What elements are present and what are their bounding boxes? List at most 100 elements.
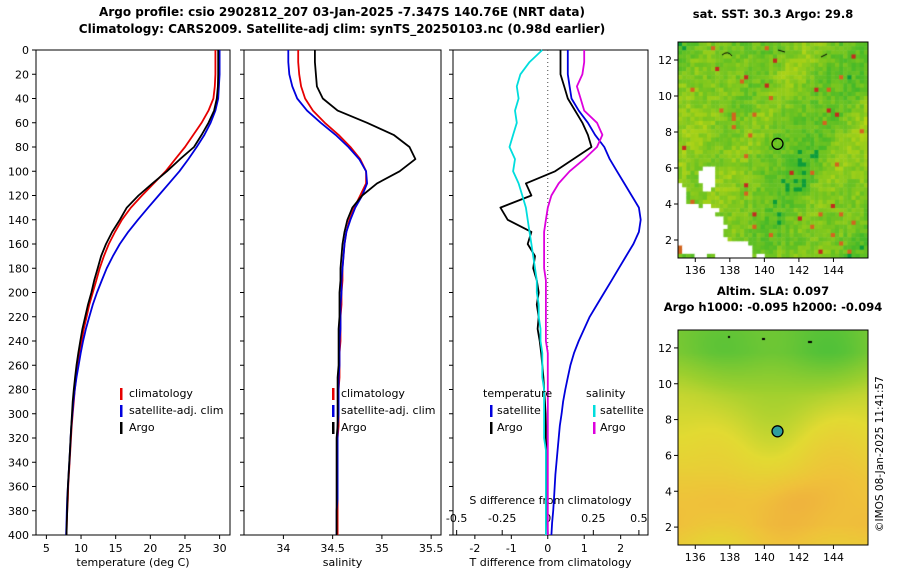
s-axis-label: S difference from climatology [469, 494, 632, 507]
panel-frame [243, 49, 442, 536]
depth-tick-label: 60 [15, 117, 29, 130]
depth-tick-label: 280 [8, 384, 29, 397]
x-tick-label: 5 [43, 542, 50, 555]
lat-tick-label: 8 [665, 414, 672, 427]
x-tick-label: 30 [213, 542, 227, 555]
x-tick-label: 34.5 [320, 542, 345, 555]
depth-tick-label: 120 [8, 190, 29, 203]
legend-label: climatology [341, 387, 405, 400]
legend-marker [120, 422, 123, 434]
depth-tick-label: 240 [8, 335, 29, 348]
sla-map-axes: 136 138 140 142 144 2 4 6 8 10 12 [658, 329, 869, 564]
main-title-line1: Argo profile: csio 2902812_207 03-Jan-20… [99, 5, 585, 19]
sla-map-float-marker [771, 425, 784, 438]
salinity-profile-argo-line [314, 50, 417, 535]
x-tick-label: 25 [178, 542, 192, 555]
lat-tick-label: 6 [665, 162, 672, 175]
sst-map-raster [678, 42, 868, 258]
imos-watermark: ©IMOS 08-Jan-2025 11:41:57 [874, 376, 886, 532]
legend-marker [490, 422, 493, 434]
lat-tick-label: 2 [665, 234, 672, 247]
lon-tick-label: 138 [719, 551, 740, 564]
lon-tick-label: 140 [754, 264, 775, 277]
legend-label: Argo [341, 421, 367, 434]
lon-tick-label: 144 [823, 551, 844, 564]
depth-tick-label: 180 [8, 262, 29, 275]
lat-tick-label: 4 [665, 485, 672, 498]
depth-tick-label: 400 [8, 529, 29, 542]
x-tick-label: 1 [581, 542, 588, 555]
sst-map-float-marker [771, 137, 784, 150]
lat-tick-label: 10 [658, 90, 672, 103]
depth-tick-label: 140 [8, 214, 29, 227]
depth-tick-label: 200 [8, 287, 29, 300]
legend-label: satellite [497, 404, 541, 417]
s-tick-label: -0.5 [446, 512, 467, 525]
salinity-profile-panel: 34 34.5 35 35.5 salinity climatology satellite… [240, 49, 444, 569]
legend-marker [332, 388, 335, 400]
sst-map-title: sat. SST: 30.3 Argo: 29.8 [692, 7, 854, 21]
lat-tick-label: 12 [658, 54, 672, 67]
depth-tick-label: 0 [22, 44, 29, 57]
legend-label: climatology [129, 387, 193, 400]
main-title-line2: Climatology: CARS2009. Satellite-adj cli… [78, 22, 606, 36]
legend-label: satellite-adj. clim [341, 404, 435, 417]
depth-tick-label: 340 [8, 456, 29, 469]
panel-frame [452, 49, 649, 536]
legend-marker [593, 405, 596, 417]
map-frame [677, 329, 869, 546]
difference-profile-salinity-argo-line [543, 50, 604, 535]
depth-tick-label: 260 [8, 359, 29, 372]
x-tick-label: 10 [74, 542, 88, 555]
lat-tick-label: 6 [665, 449, 672, 462]
legend-label: satellite-adj. clim [129, 404, 223, 417]
legend-label: satellite [600, 404, 644, 417]
sla-map-title-line1: Altim. SLA: 0.097 [716, 284, 830, 298]
lon-tick-label: 136 [685, 551, 706, 564]
x-tick-label: 34 [276, 542, 290, 555]
lat-tick-label: 8 [665, 126, 672, 139]
salinity-profile-satellite-adj-clim-line [287, 50, 368, 535]
depth-tick-label: 100 [8, 165, 29, 178]
legend-marker [490, 405, 493, 417]
lon-tick-label: 138 [719, 264, 740, 277]
sla-map-raster [678, 330, 868, 545]
legend-marker [120, 405, 123, 417]
x-tick-label: 15 [109, 542, 123, 555]
depth-tick-label: 220 [8, 311, 29, 324]
depth-tick-label: 360 [8, 481, 29, 494]
x-tick-label: 35 [375, 542, 389, 555]
depth-tick-label: 40 [15, 93, 29, 106]
legend-label: Argo [600, 421, 626, 434]
lon-tick-label: 136 [685, 264, 706, 277]
sla-map-title-line2: Argo h1000: -0.095 h2000: -0.094 [663, 300, 883, 314]
depth-tick-label: 80 [15, 141, 29, 154]
temperature-profile-satellite-adj-clim-line [65, 50, 221, 536]
x-axis-label: T difference from climatology [469, 556, 632, 569]
legend-marker [332, 405, 335, 417]
legend-marker [593, 422, 596, 434]
lat-tick-label: 4 [665, 198, 672, 211]
temperature-profile-climatology-line [65, 50, 217, 536]
x-tick-label: -1 [506, 542, 517, 555]
temperature-profile-panel: 0 20 40 60 80 100 120 140 160 180 200 220 240 260 280 3… [8, 44, 231, 569]
map-frame [677, 41, 869, 259]
x-tick-label: -2 [469, 542, 480, 555]
s-tick-label: -0.25 [488, 512, 516, 525]
lon-tick-label: 142 [788, 264, 809, 277]
salinity-profile-climatology-line [297, 50, 367, 535]
legend-marker [332, 422, 335, 434]
lat-tick-label: 12 [658, 342, 672, 355]
s-tick-label: 0.5 [630, 512, 648, 525]
lon-tick-label: 142 [788, 551, 809, 564]
lat-tick-label: 2 [665, 521, 672, 534]
legend-label: Argo [497, 421, 523, 434]
depth-tick-label: 300 [8, 408, 29, 421]
depth-tick-label: 320 [8, 432, 29, 445]
x-tick-label: 0 [544, 542, 551, 555]
temperature-profile-argo-line [65, 50, 220, 536]
x-tick-label: 35.5 [419, 542, 444, 555]
s-tick-label: 0.25 [581, 512, 606, 525]
legend-group-title: salinity [586, 387, 626, 400]
